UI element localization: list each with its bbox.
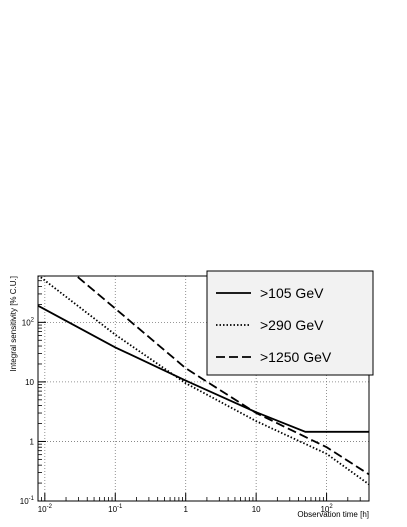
legend-label-2: >1250 GeV — [260, 349, 332, 365]
legend-label-1: >290 GeV — [260, 317, 324, 333]
x-tick-label-2: 1 — [183, 505, 188, 514]
legend: >105 GeV >290 GeV >1250 GeV — [206, 270, 374, 376]
y-tick-label-0: 10-1 — [20, 496, 35, 506]
x-axis-title: Observation time [h] — [297, 510, 369, 519]
plot-frame — [37, 275, 370, 502]
x-tick-label-1: 10-1 — [108, 504, 123, 514]
y-tick-label-1: 1 — [30, 437, 35, 446]
y-tick-label-2: 10 — [25, 378, 34, 387]
axis-ticks — [38, 280, 361, 502]
x-tick-label-0: 10-2 — [38, 504, 53, 514]
x-tick-label-4: 102 — [320, 504, 333, 514]
legend-label-0: >105 GeV — [260, 285, 324, 301]
y-tick-label-3: 102 — [22, 317, 35, 327]
series-group — [38, 276, 369, 486]
series-line-0 — [38, 304, 369, 433]
x-tick-label-3: 10 — [252, 505, 261, 514]
series-line-1 — [38, 276, 369, 486]
y-axis-title: Integral sensitivity [% C.U.] — [9, 276, 18, 372]
series-line-2 — [75, 276, 369, 476]
